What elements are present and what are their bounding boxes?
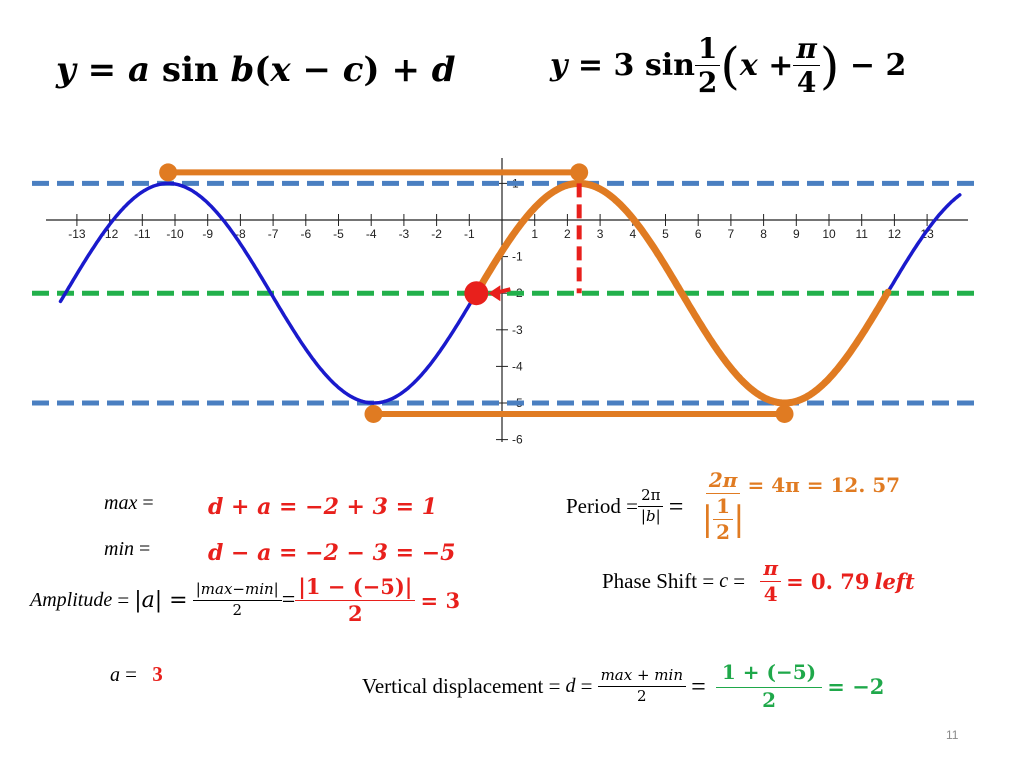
period-endpoint <box>570 163 589 182</box>
x-tick-label: -7 <box>268 227 279 241</box>
x-tick-label: -6 <box>300 227 311 241</box>
x-tick-label: -11 <box>134 227 151 241</box>
y-tick-label: -4 <box>512 359 523 373</box>
x-tick-label: 1 <box>531 227 538 241</box>
x-tick-label: 4 <box>629 227 636 241</box>
x-tick-label: 6 <box>695 227 702 241</box>
period-endpoint <box>364 404 383 423</box>
max-label: max = <box>104 492 154 514</box>
x-tick-label: 11 <box>855 227 868 241</box>
y-tick-label: -1 <box>512 250 523 264</box>
a-row: a = 3 <box>110 662 163 686</box>
curves <box>58 179 962 407</box>
x-tick-label: 8 <box>760 227 767 241</box>
reference-lines <box>32 180 976 406</box>
x-tick-label: -2 <box>431 227 442 241</box>
vertical-displacement-row: Vertical displacement = d = max + min 2 =… <box>362 660 885 712</box>
general-formula: y = a sin b(x − c) + d <box>56 50 456 90</box>
x-tick-label: -13 <box>68 227 86 241</box>
x-tick-label: -10 <box>166 227 184 241</box>
x-tick-label: 12 <box>888 227 902 241</box>
orange-period-curve <box>472 179 892 407</box>
min-value: d − a = −2 − 3 = −5 <box>208 540 456 566</box>
x-tick-label: 3 <box>597 227 604 241</box>
x-tick-label: -3 <box>399 227 410 241</box>
x-tick-label: 5 <box>662 227 669 241</box>
max-value: d + a = −2 + 3 = 1 <box>208 494 438 520</box>
y-tick-label: -6 <box>512 433 523 447</box>
amplitude-row: Amplitude = |a| = |max−min| 2 = |1 − (−5)… <box>30 574 461 627</box>
x-tick-label: 9 <box>793 227 800 241</box>
y-tick-label: -3 <box>512 323 523 337</box>
x-tick-label: -9 <box>202 227 213 241</box>
markers <box>159 163 794 423</box>
x-tick-label: -8 <box>235 227 246 241</box>
x-tick-label: 7 <box>728 227 735 241</box>
period-endpoint <box>159 163 178 182</box>
arrow-head <box>488 285 501 302</box>
x-tick-label: -5 <box>333 227 344 241</box>
phase-shift-point <box>464 281 489 306</box>
x-tick-label: 2 <box>564 227 571 241</box>
slide-number: 11 <box>946 728 959 742</box>
x-tick-label: -1 <box>464 227 475 241</box>
period-endpoint <box>775 404 794 423</box>
x-tick-label: 10 <box>822 227 836 241</box>
min-label: min = <box>104 538 151 560</box>
x-tick-label: -4 <box>366 227 377 241</box>
